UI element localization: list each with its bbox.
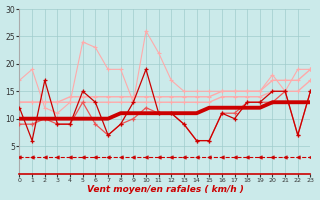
- X-axis label: Vent moyen/en rafales ( km/h ): Vent moyen/en rafales ( km/h ): [86, 185, 244, 194]
